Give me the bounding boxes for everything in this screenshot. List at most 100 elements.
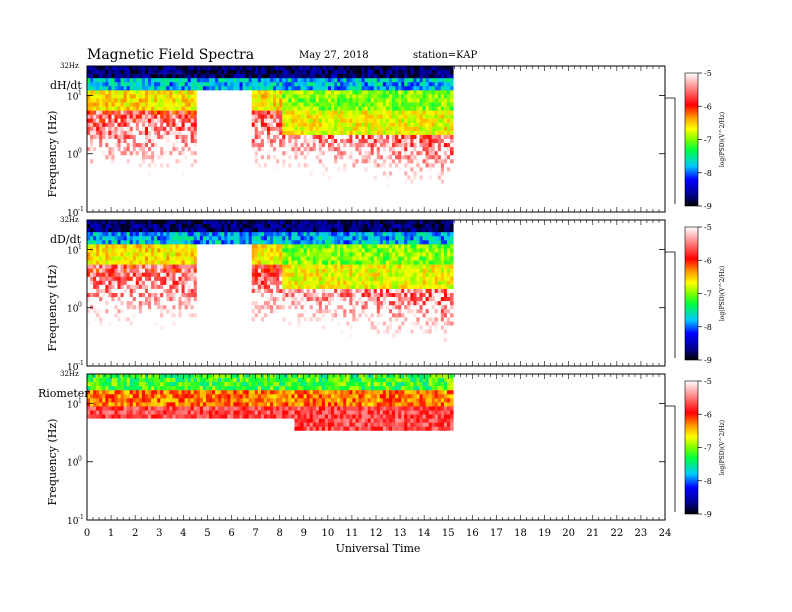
- heatmap-cell: [102, 321, 106, 326]
- heatmap-cell: [102, 305, 106, 310]
- heatmap-cell: [346, 207, 350, 213]
- heatmap-cell: [187, 187, 192, 193]
- heatmap-cell: [398, 70, 402, 75]
- heatmap-cell: [93, 228, 97, 233]
- heatmap-cell: [144, 106, 149, 112]
- heatmap-cell: [111, 183, 115, 189]
- heatmap-cell: [404, 126, 408, 132]
- heatmap-cell: [266, 199, 271, 205]
- heatmap-cell: [395, 122, 399, 128]
- heatmap-cell: [129, 78, 134, 83]
- heatmap-cell: [270, 179, 274, 185]
- heatmap-cell: [361, 98, 366, 103]
- heatmap-cell: [407, 171, 411, 176]
- heatmap-cell: [257, 74, 262, 79]
- heatmap-cell: [126, 74, 131, 79]
- heatmap-cell: [99, 252, 103, 257]
- heatmap-cell: [187, 147, 192, 152]
- heatmap-cell: [376, 66, 381, 71]
- heatmap-cell: [102, 130, 106, 136]
- heatmap-cell: [382, 74, 387, 79]
- heatmap-cell: [108, 297, 112, 302]
- heatmap-cell: [373, 155, 378, 160]
- heatmap-cell: [233, 82, 237, 87]
- heatmap-cell: [309, 171, 314, 176]
- heatmap-cell: [297, 74, 302, 79]
- heatmap-cell: [263, 151, 268, 156]
- heatmap-cell: [114, 126, 118, 132]
- heatmap-cell: [114, 357, 118, 363]
- heatmap-cell: [440, 118, 445, 124]
- heatmap-cell: [169, 82, 173, 87]
- heatmap-cell: [184, 199, 189, 205]
- heatmap-cell: [291, 159, 295, 164]
- heatmap-cell: [218, 126, 222, 132]
- heatmap-cell: [114, 90, 118, 95]
- heatmap-cell: [224, 98, 228, 103]
- heatmap-cell: [120, 272, 125, 278]
- heatmap-cell: [306, 114, 311, 120]
- heatmap-cell: [392, 74, 396, 79]
- heatmap-cell: [303, 183, 308, 189]
- heatmap-cell: [395, 98, 399, 103]
- heatmap-cell: [401, 94, 405, 99]
- heatmap-cell: [437, 203, 442, 209]
- heatmap-cell: [425, 179, 430, 185]
- heatmap-cell: [321, 183, 326, 189]
- heatmap-cell: [117, 191, 122, 197]
- heatmap-cell: [327, 78, 332, 83]
- heatmap-cell: [428, 163, 433, 168]
- heatmap-cell: [331, 199, 335, 205]
- heatmap-cell: [358, 163, 363, 168]
- heatmap-cell: [96, 74, 100, 79]
- heatmap-cell: [395, 90, 399, 95]
- heatmap-cell: [361, 102, 366, 108]
- heatmap-cell: [389, 94, 393, 99]
- heatmap-cell: [215, 147, 219, 152]
- heatmap-cell: [401, 203, 405, 209]
- heatmap-cell: [163, 134, 167, 140]
- heatmap-cell: [221, 94, 225, 99]
- heatmap-cell: [260, 175, 265, 181]
- heatmap-cell: [96, 357, 100, 363]
- heatmap-cell: [99, 122, 103, 128]
- heatmap-cell: [398, 183, 402, 189]
- heatmap-cell: [141, 70, 146, 75]
- heatmap-cell: [129, 155, 134, 160]
- heatmap-cell: [257, 118, 262, 124]
- top-frequency-label: 32Hz: [60, 62, 79, 70]
- heatmap-cell: [254, 114, 259, 120]
- heatmap-cell: [364, 207, 369, 213]
- heatmap-cell: [425, 159, 430, 164]
- heatmap-cell: [239, 139, 244, 144]
- heatmap-cell: [440, 130, 445, 136]
- heatmap-cell: [352, 175, 356, 181]
- heatmap-cell: [123, 264, 128, 270]
- heatmap-cell: [440, 151, 445, 156]
- heatmap-cell: [352, 94, 356, 99]
- heatmap-cell: [181, 139, 186, 144]
- heatmap-cell: [178, 207, 183, 213]
- heatmap-cell: [373, 143, 378, 148]
- heatmap-cell: [193, 94, 198, 99]
- heatmap-cell: [132, 102, 137, 108]
- heatmap-cell: [382, 203, 387, 209]
- heatmap-cell: [355, 143, 359, 148]
- heatmap-cell: [108, 66, 112, 71]
- heatmap-cell: [154, 74, 158, 79]
- heatmap-cell: [117, 134, 122, 140]
- heatmap-cell: [425, 191, 430, 197]
- heatmap-cell: [160, 147, 164, 152]
- heatmap-cell: [148, 195, 152, 201]
- heatmap-cell: [251, 78, 256, 83]
- heatmap-cell: [443, 82, 448, 87]
- heatmap-cell: [285, 110, 289, 116]
- heatmap-cell: [141, 114, 146, 120]
- heatmap-cell: [181, 171, 186, 176]
- heatmap-cell: [209, 70, 213, 75]
- heatmap-cell: [273, 94, 277, 99]
- heatmap-cell: [303, 171, 308, 176]
- heatmap-cell: [297, 159, 302, 164]
- heatmap-cell: [337, 203, 341, 209]
- heatmap-cell: [87, 207, 91, 213]
